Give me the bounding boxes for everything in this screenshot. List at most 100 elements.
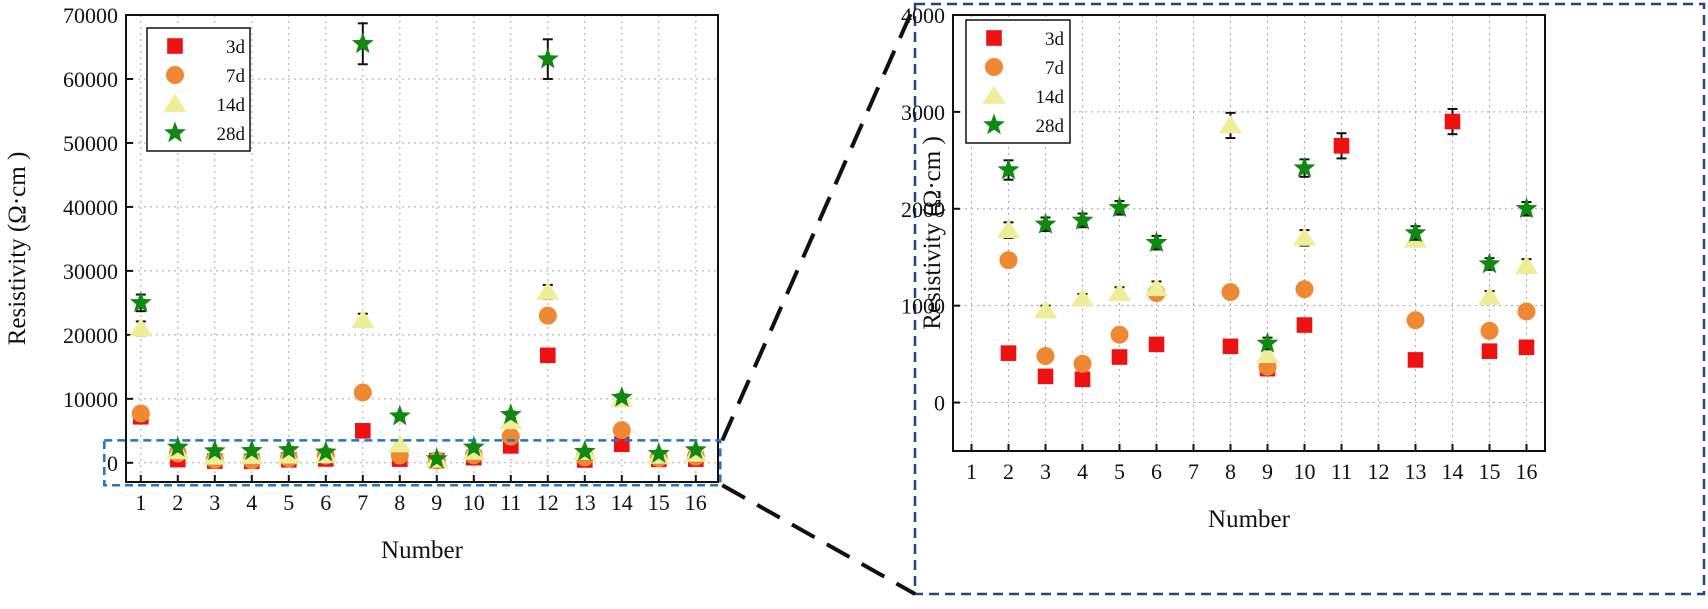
data-point-14d xyxy=(129,317,153,337)
series-7d xyxy=(999,251,1536,376)
data-point-14d xyxy=(499,410,523,430)
data-point-28d xyxy=(1108,196,1131,218)
x-tick-label: 10 xyxy=(463,490,485,515)
data-point-7d xyxy=(1110,325,1129,344)
y-tick-label: 40000 xyxy=(63,195,118,220)
x-tick-label: 7 xyxy=(357,490,368,515)
data-point-7d xyxy=(999,251,1018,270)
x-tick-label: 3 xyxy=(209,490,220,515)
data-point-7d xyxy=(1480,321,1499,340)
x-tick-label: 15 xyxy=(648,490,670,515)
x-tick-label: 4 xyxy=(1077,459,1088,484)
data-point-14d xyxy=(1144,277,1169,297)
x-tick-label: 3 xyxy=(1040,459,1051,484)
y-tick-label: 1000 xyxy=(901,294,945,319)
plot-frame xyxy=(952,14,1546,452)
data-point-28d xyxy=(1515,197,1538,219)
data-point-7d xyxy=(538,306,557,325)
data-point-14d xyxy=(1514,255,1539,274)
data-point-3d xyxy=(1037,368,1054,385)
data-point-14d xyxy=(351,309,375,329)
data-point-3d xyxy=(1518,339,1535,356)
data-point-7d xyxy=(1517,302,1536,321)
data-point-14d xyxy=(536,281,560,300)
y-tick-label: 30000 xyxy=(63,259,118,284)
legend-item-3d: 3d xyxy=(986,29,1065,50)
x-tick-label: 12 xyxy=(537,490,559,515)
data-point-7d xyxy=(612,421,631,440)
connector-line-top xyxy=(720,3,917,442)
legend-marker-3d xyxy=(986,30,1002,46)
zoom-panel: 1 2 3 4 5 6 7 8 9 10 11 12 13 14 15 1601000200030004000… xyxy=(901,3,1546,533)
x-tick-label: 11 xyxy=(500,490,521,515)
y-tick-label: 0 xyxy=(107,451,118,476)
data-point-28d xyxy=(277,438,300,460)
x-tick-label: 12 xyxy=(1368,459,1390,484)
data-point-28d xyxy=(1071,208,1094,230)
y-axis-title: Resistivity (Ω·cm ) xyxy=(919,136,946,330)
legend-label-28d: 28d xyxy=(217,124,246,145)
legend-label-14d: 14d xyxy=(217,95,246,116)
data-point-28d xyxy=(203,439,226,461)
legend-marker-28d xyxy=(164,121,186,143)
data-point-3d xyxy=(1111,349,1128,365)
x-tick-label: 8 xyxy=(394,490,405,515)
legend-item-14d: 14d xyxy=(982,85,1065,108)
legend: 3d 7d 14d 28d xyxy=(965,19,1071,144)
zoom-region-box xyxy=(103,439,722,487)
x-tick-label: 7 xyxy=(1188,459,1199,484)
legend-label-7d: 7d xyxy=(1045,58,1065,79)
data-point-28d xyxy=(1256,332,1279,353)
data-point-14d xyxy=(1477,286,1502,305)
data-point-14d xyxy=(996,219,1021,238)
data-point-28d xyxy=(1404,221,1427,243)
data-point-3d xyxy=(1074,371,1091,388)
x-tick-label: 11 xyxy=(1331,459,1352,484)
data-point-7d xyxy=(501,427,520,446)
data-point-7d xyxy=(353,383,372,402)
x-tick-label: 13 xyxy=(1405,459,1427,484)
x-axis-title: Number xyxy=(1208,506,1291,533)
series-28d xyxy=(997,156,1538,353)
data-point-14d xyxy=(1218,114,1243,134)
x-tick-label: 6 xyxy=(1151,459,1162,484)
data-point-14d xyxy=(1033,300,1058,319)
data-point-7d xyxy=(1221,283,1240,302)
legend-item-3d: 3d xyxy=(167,37,246,58)
data-point-28d xyxy=(1034,212,1057,234)
x-tick-label: 6 xyxy=(320,490,331,515)
x-tick-label: 1 xyxy=(135,490,146,515)
x-tick-label: 9 xyxy=(1262,459,1273,484)
data-point-28d xyxy=(1478,252,1501,274)
data-point-3d xyxy=(1000,345,1017,361)
legend-marker-14d xyxy=(982,85,1006,104)
data-point-28d xyxy=(240,439,263,461)
legend-marker-28d xyxy=(983,113,1005,135)
data-point-28d xyxy=(647,442,670,463)
data-point-28d xyxy=(166,436,189,457)
x-tick-label: 16 xyxy=(1516,459,1538,484)
data-point-28d xyxy=(610,386,633,407)
y-tick-label: 50000 xyxy=(63,131,118,156)
data-point-14d xyxy=(1107,282,1132,301)
legend-box xyxy=(146,27,251,152)
x-tick-label: 14 xyxy=(611,490,633,515)
y-tick-label: 70000 xyxy=(63,3,118,28)
data-point-7d xyxy=(1036,347,1055,366)
data-point-14d xyxy=(1255,344,1280,363)
data-point-28d xyxy=(499,403,522,425)
data-point-28d xyxy=(1293,156,1316,178)
data-point-28d xyxy=(129,291,152,313)
legend-item-7d: 7d xyxy=(166,66,246,87)
x-axis-title: Number xyxy=(381,537,464,564)
data-point-28d xyxy=(388,404,411,426)
x-tick-label: 2 xyxy=(172,490,183,515)
data-point-3d xyxy=(1222,338,1239,355)
legend-box xyxy=(965,19,1071,144)
legend-marker-7d xyxy=(985,58,1003,76)
data-point-3d xyxy=(1444,113,1461,130)
data-point-28d xyxy=(425,447,448,469)
data-point-28d xyxy=(684,438,707,460)
data-point-3d xyxy=(1407,352,1424,368)
data-point-7d xyxy=(1073,354,1092,373)
